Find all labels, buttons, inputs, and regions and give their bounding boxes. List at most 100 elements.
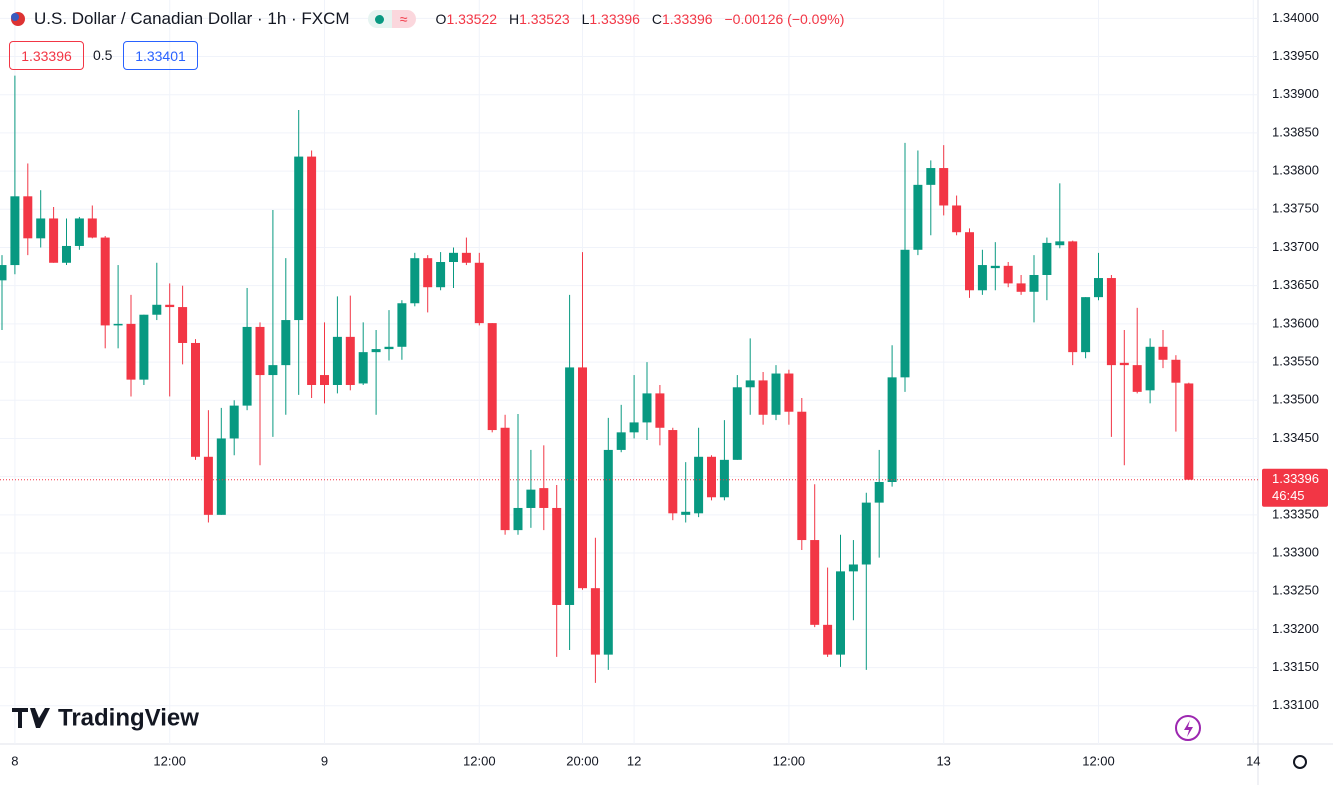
candle-body [281, 320, 291, 366]
ohlc-legend: O1.33522 H1.33523 L1.33396 C1.33396 −0.0… [428, 11, 845, 27]
candle-body [939, 168, 949, 206]
candle-body [848, 564, 858, 572]
watermark-text: TradingView [58, 704, 199, 731]
candle-body [178, 307, 188, 343]
candle-body [100, 237, 110, 326]
candle-body [1171, 359, 1181, 383]
settings-icon[interactable] [1293, 755, 1307, 769]
last-price-label: 1.33396 [1272, 471, 1319, 486]
y-tick-label: 1.33550 [1272, 354, 1319, 369]
candle-body [500, 427, 510, 531]
x-tick-label: 12:00 [153, 753, 186, 768]
candle-body [371, 349, 381, 353]
data-status[interactable]: ≈ [391, 10, 416, 28]
candle-body [513, 507, 523, 531]
market-status[interactable] [367, 10, 392, 28]
y-tick-label: 1.33850 [1272, 124, 1319, 139]
candle-body [436, 262, 446, 288]
candle-body [10, 196, 20, 266]
replay-icon-bolt [1184, 720, 1193, 737]
candle-body [1068, 241, 1078, 353]
candle-body [745, 380, 755, 388]
candle-body [1132, 365, 1142, 392]
candle-body [565, 367, 575, 605]
candle-body [1081, 297, 1091, 353]
ohlc-value: 1.33522 [446, 11, 498, 27]
candle-body [268, 365, 278, 376]
candle-body [126, 323, 136, 380]
ohlc-key: O [435, 11, 447, 27]
ohlc-key: C [651, 11, 662, 27]
candle-body [152, 304, 162, 315]
candle-body [410, 258, 420, 304]
flag-icon [11, 12, 25, 26]
candle-body [874, 481, 884, 503]
candle-body [784, 373, 794, 412]
bid-button[interactable]: 1.33396 [9, 41, 84, 70]
ohlc-value: 1.33396 [661, 11, 713, 27]
y-tick-label: 1.33150 [1272, 659, 1319, 674]
candle-body [642, 393, 652, 423]
candle-body [87, 218, 97, 238]
y-tick-label: 1.33500 [1272, 392, 1319, 407]
change: −0.00126 (−0.09%) [724, 11, 845, 27]
candle-body [616, 432, 626, 450]
x-tick-label: 8 [11, 753, 18, 768]
candle-body [1042, 242, 1052, 275]
x-tick-label: 14 [1246, 753, 1260, 768]
candle-body [358, 352, 368, 384]
candle-body [732, 387, 742, 460]
y-tick-label: 1.33950 [1272, 48, 1319, 63]
candle-body [36, 218, 46, 239]
ask-button[interactable]: 1.33401 [123, 41, 198, 70]
x-tick-label: 12 [627, 753, 641, 768]
y-tick-label: 1.33650 [1272, 277, 1319, 292]
y-tick-label: 1.33800 [1272, 163, 1319, 178]
replay-icon[interactable] [1175, 715, 1201, 741]
candle-body [707, 456, 716, 498]
candle-body [242, 326, 252, 406]
y-tick-label: 1.33600 [1272, 315, 1319, 330]
candle-body [629, 422, 639, 433]
y-tick-label: 1.33350 [1272, 506, 1319, 521]
candle-body [461, 252, 471, 263]
symbol-title: U.S. Dollar / Canadian Dollar · 1h · FXC… [34, 9, 350, 28]
candle-body [926, 168, 936, 185]
y-tick-label: 1.33250 [1272, 583, 1319, 598]
x-tick-label: 13 [936, 753, 950, 768]
candle-body [487, 323, 497, 431]
candle-body [887, 377, 897, 482]
candle-body [0, 265, 7, 281]
candle-body [900, 249, 910, 378]
candle-body [332, 336, 342, 385]
candle-body [603, 449, 613, 655]
candle-body [539, 488, 549, 508]
y-tick-label: 1.33900 [1272, 86, 1319, 101]
ohlc-key: L [581, 11, 590, 27]
candle-body [203, 456, 213, 515]
candle-body [474, 262, 484, 324]
candle-body [1106, 278, 1116, 366]
candle-body [23, 196, 33, 239]
candle-body [1003, 265, 1013, 284]
candle-body [62, 245, 71, 263]
spread: 0.5 [93, 47, 113, 63]
y-tick-label: 1.33200 [1272, 621, 1319, 636]
candle-body [49, 218, 59, 263]
y-tick-label: 1.34000 [1272, 10, 1319, 25]
candle-body [590, 588, 600, 655]
candle-body [797, 411, 807, 541]
x-tick-label: 12:00 [1082, 753, 1115, 768]
candle-body [1184, 383, 1194, 480]
x-tick-label: 12:00 [773, 753, 806, 768]
y-tick-label: 1.33750 [1272, 201, 1319, 216]
candle-body [345, 336, 355, 385]
countdown: 46:45 [1272, 488, 1305, 503]
y-tick-label: 1.33300 [1272, 544, 1319, 559]
candle-body [139, 314, 149, 380]
candle-body [758, 380, 768, 415]
candle-body [977, 265, 987, 291]
candle-body [836, 571, 845, 655]
